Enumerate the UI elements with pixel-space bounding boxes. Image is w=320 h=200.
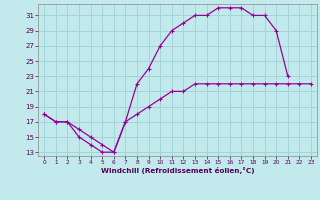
- X-axis label: Windchill (Refroidissement éolien,°C): Windchill (Refroidissement éolien,°C): [101, 167, 254, 174]
